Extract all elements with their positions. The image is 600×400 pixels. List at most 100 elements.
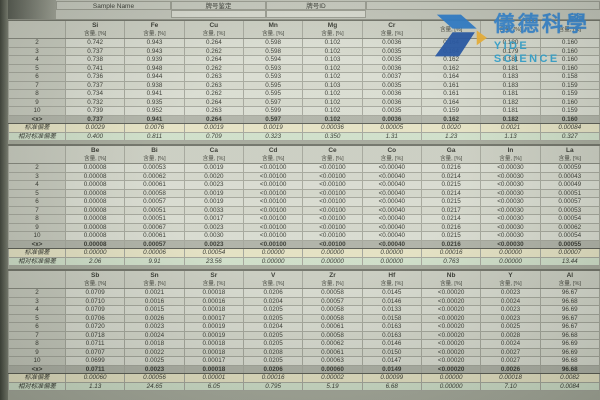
table-cell[interactable]: 0.159: [539, 89, 600, 99]
table-cell[interactable]: 0.0025: [124, 356, 185, 366]
table-cell[interactable]: 0.00058: [302, 313, 363, 323]
table-cell[interactable]: 0.0699: [64, 356, 126, 366]
table-cell[interactable]: <0.00100: [302, 231, 363, 241]
row-label[interactable]: 10: [8, 106, 66, 116]
table-cell[interactable]: 0.00002: [302, 373, 363, 383]
table-cell[interactable]: 0.00058: [302, 305, 363, 315]
table-cell[interactable]: 0.795: [242, 381, 304, 391]
table-cell[interactable]: <0.00100: [242, 205, 304, 215]
table-cell[interactable]: 0.0076: [124, 123, 185, 133]
table-cell[interactable]: 0.00053: [539, 205, 600, 215]
table-cell[interactable]: 0.00000: [242, 256, 304, 266]
table-cell[interactable]: 0.941: [124, 114, 185, 124]
table-cell[interactable]: 0.0216: [420, 222, 482, 232]
row-label[interactable]: 相对标准偏差: [8, 131, 66, 141]
table-cell[interactable]: 0.599: [242, 106, 304, 116]
table-cell[interactable]: 0.00008: [64, 188, 126, 198]
table-cell[interactable]: 0.00054: [539, 231, 600, 241]
table-cell[interactable]: 0.102: [302, 46, 363, 56]
table-cell[interactable]: <0.00020: [420, 347, 482, 357]
table-cell[interactable]: 0.00067: [124, 222, 185, 232]
table-cell[interactable]: 0.0710: [64, 296, 126, 306]
table-cell[interactable]: 0.935: [124, 97, 185, 107]
table-cell[interactable]: 0.0019: [183, 197, 244, 207]
table-cell[interactable]: 0.0204: [242, 322, 304, 332]
table-cell[interactable]: 0.00053: [124, 163, 185, 173]
table-cell[interactable]: <0.00100: [302, 197, 363, 207]
grade-check-field[interactable]: [171, 10, 266, 18]
table-cell[interactable]: 0.0707: [64, 347, 126, 357]
table-cell[interactable]: 0.0021: [480, 123, 541, 133]
table-cell[interactable]: 0.103: [302, 80, 363, 90]
row-label[interactable]: 9: [8, 222, 66, 232]
table-cell[interactable]: 0.598: [242, 46, 304, 56]
table-cell[interactable]: 0.732: [64, 97, 126, 107]
table-cell[interactable]: 0.00049: [539, 180, 600, 190]
table-cell[interactable]: 0.0019: [183, 123, 244, 133]
table-cell[interactable]: 0.0036: [361, 114, 422, 124]
table-cell[interactable]: 0.598: [242, 38, 304, 48]
row-label[interactable]: 5: [8, 63, 66, 73]
table-cell[interactable]: 0.102: [302, 72, 363, 82]
table-cell[interactable]: 0.102: [302, 63, 363, 73]
table-cell[interactable]: 0.0023: [480, 305, 541, 315]
table-cell[interactable]: <0.00100: [242, 214, 304, 224]
table-cell[interactable]: <0.00030: [480, 197, 541, 207]
table-cell[interactable]: 0.103: [302, 55, 363, 65]
table-cell[interactable]: 0.0206: [242, 288, 304, 298]
table-cell[interactable]: <0.00100: [242, 222, 304, 232]
table-cell[interactable]: 0.709: [183, 131, 244, 141]
row-label[interactable]: 6: [8, 197, 66, 207]
table-cell[interactable]: 9.91: [124, 256, 185, 266]
table-cell[interactable]: <0.00030: [480, 214, 541, 224]
grade-id-field[interactable]: [266, 10, 366, 18]
row-label[interactable]: 相对标准偏差: [8, 256, 66, 266]
table-cell[interactable]: 0.00018: [480, 373, 541, 383]
table-cell[interactable]: 0.593: [242, 72, 304, 82]
table-cell[interactable]: 0.0163: [361, 330, 422, 340]
table-cell[interactable]: <0.00030: [480, 180, 541, 190]
row-label[interactable]: 4: [8, 305, 66, 315]
table-cell[interactable]: 0.00062: [124, 171, 185, 181]
row-label[interactable]: <x>: [8, 114, 66, 124]
table-cell[interactable]: 0.102: [302, 97, 363, 107]
table-cell[interactable]: 0.597: [242, 97, 304, 107]
table-cell[interactable]: 96.68: [539, 356, 600, 366]
table-cell[interactable]: 0.323: [242, 131, 304, 141]
table-cell[interactable]: 0.00062: [302, 339, 363, 349]
table-cell[interactable]: 0.263: [183, 106, 244, 116]
table-cell[interactable]: 0.0146: [361, 296, 422, 306]
table-cell[interactable]: 0.102: [302, 89, 363, 99]
table-cell[interactable]: <0.00030: [480, 239, 541, 249]
table-cell[interactable]: 0.0204: [242, 296, 304, 306]
table-cell[interactable]: 0.0015: [124, 305, 185, 315]
table-cell[interactable]: 0.00058: [302, 288, 363, 298]
table-cell[interactable]: 0.102: [302, 38, 363, 48]
table-cell[interactable]: 0.811: [124, 131, 185, 141]
table-cell[interactable]: 0.0023: [480, 288, 541, 298]
table-cell[interactable]: <0.00020: [420, 305, 482, 315]
table-cell[interactable]: <0.00030: [480, 163, 541, 173]
table-cell[interactable]: 0.0718: [64, 330, 126, 340]
table-cell[interactable]: 0.0214: [420, 214, 482, 224]
table-cell[interactable]: 6.68: [361, 381, 422, 391]
table-cell[interactable]: <0.00100: [302, 239, 363, 249]
table-cell[interactable]: 0.160: [539, 97, 600, 107]
table-cell[interactable]: 0.0215: [420, 197, 482, 207]
table-cell[interactable]: 24.65: [124, 381, 185, 391]
row-label[interactable]: 标准偏差: [8, 373, 66, 383]
table-cell[interactable]: 0.0018: [124, 339, 185, 349]
table-cell[interactable]: 0.181: [480, 106, 541, 116]
table-cell[interactable]: 0.00057: [124, 239, 185, 249]
table-cell[interactable]: 96.67: [539, 288, 600, 298]
table-cell[interactable]: 96.69: [539, 305, 600, 315]
table-cell[interactable]: <0.00040: [361, 171, 422, 181]
table-cell[interactable]: <0.00100: [242, 163, 304, 173]
table-cell[interactable]: 0.183: [480, 72, 541, 82]
table-cell[interactable]: <0.00040: [361, 231, 422, 241]
table-cell[interactable]: 0.0205: [242, 305, 304, 315]
table-cell[interactable]: 96.68: [539, 364, 600, 374]
table-cell[interactable]: 0.00008: [64, 222, 126, 232]
table-cell[interactable]: 0.00058: [124, 188, 185, 198]
table-cell[interactable]: 0.952: [124, 106, 185, 116]
